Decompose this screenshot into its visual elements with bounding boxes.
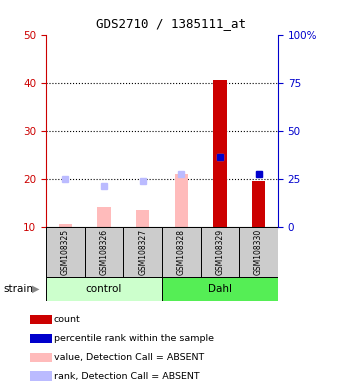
- FancyBboxPatch shape: [46, 278, 162, 301]
- Bar: [30, 353, 52, 362]
- Text: GSM108326: GSM108326: [100, 229, 108, 275]
- Bar: [252, 181, 265, 227]
- FancyBboxPatch shape: [201, 227, 239, 278]
- Bar: [30, 371, 52, 381]
- Text: strain: strain: [3, 284, 33, 294]
- Bar: [175, 174, 188, 227]
- Text: percentile rank within the sample: percentile rank within the sample: [54, 334, 213, 343]
- Bar: [30, 334, 52, 343]
- Text: rank, Detection Call = ABSENT: rank, Detection Call = ABSENT: [54, 372, 199, 381]
- Text: GSM108329: GSM108329: [216, 229, 224, 275]
- FancyBboxPatch shape: [46, 227, 85, 278]
- FancyBboxPatch shape: [239, 227, 278, 278]
- Text: ▶: ▶: [32, 284, 40, 294]
- Bar: [136, 210, 149, 227]
- FancyBboxPatch shape: [123, 227, 162, 278]
- Text: count: count: [54, 315, 80, 324]
- FancyBboxPatch shape: [162, 227, 201, 278]
- FancyBboxPatch shape: [162, 278, 278, 301]
- Text: GDS2710 / 1385111_at: GDS2710 / 1385111_at: [95, 17, 246, 30]
- Bar: [213, 80, 227, 227]
- Text: value, Detection Call = ABSENT: value, Detection Call = ABSENT: [54, 353, 204, 362]
- Text: GSM108330: GSM108330: [254, 229, 263, 275]
- FancyBboxPatch shape: [85, 227, 123, 278]
- Text: Dahl: Dahl: [208, 285, 232, 295]
- Bar: [97, 207, 111, 227]
- Bar: [30, 315, 52, 324]
- Text: GSM108327: GSM108327: [138, 229, 147, 275]
- Bar: [252, 181, 265, 227]
- Bar: [213, 80, 227, 227]
- Text: control: control: [86, 285, 122, 295]
- Bar: [59, 224, 72, 227]
- Text: GSM108325: GSM108325: [61, 229, 70, 275]
- Text: GSM108328: GSM108328: [177, 229, 186, 275]
